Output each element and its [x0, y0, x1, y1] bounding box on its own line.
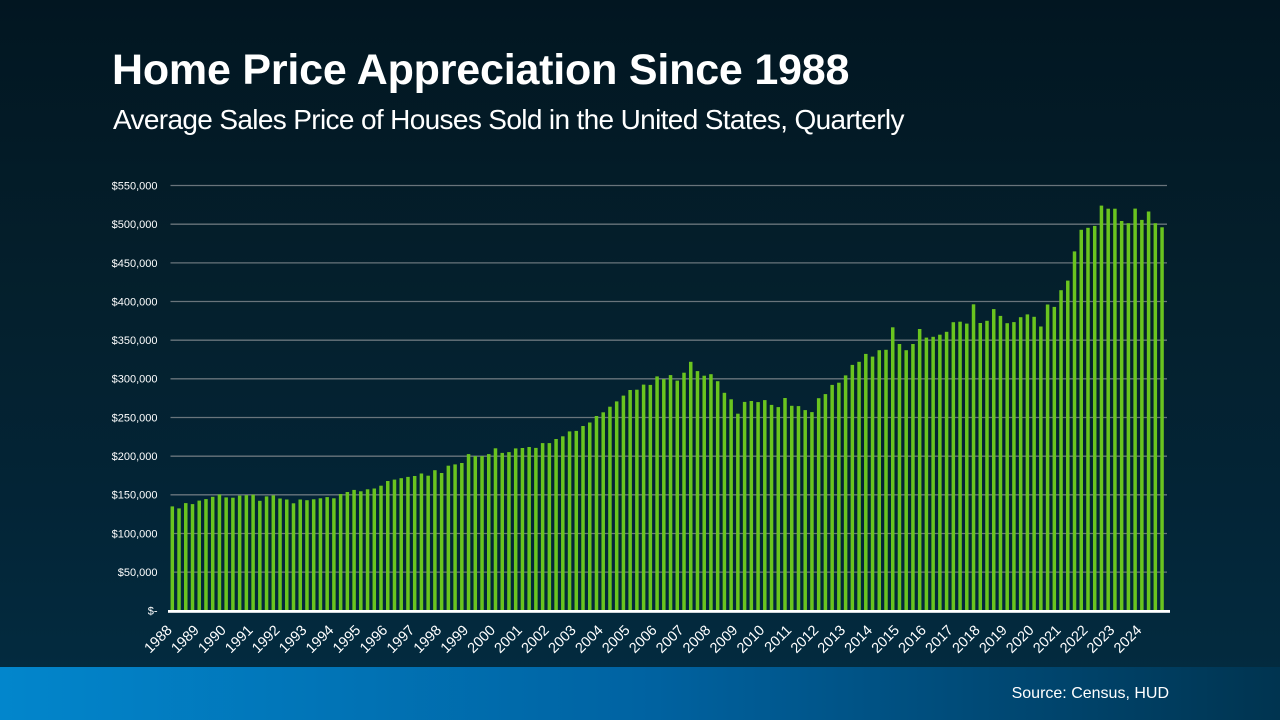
svg-text:$550,000: $550,000	[112, 180, 158, 192]
svg-text:$400,000: $400,000	[112, 296, 158, 308]
svg-text:$-: $-	[148, 606, 158, 618]
svg-text:2008: 2008	[680, 623, 714, 657]
svg-text:2019: 2019	[976, 623, 1010, 657]
svg-text:2006: 2006	[626, 623, 660, 657]
svg-text:2012: 2012	[788, 623, 822, 657]
svg-text:2007: 2007	[653, 623, 687, 657]
svg-text:2005: 2005	[599, 623, 633, 657]
svg-text:$50,000: $50,000	[118, 567, 158, 579]
svg-text:1993: 1993	[276, 623, 310, 657]
svg-text:2013: 2013	[815, 623, 849, 657]
svg-text:2004: 2004	[572, 623, 606, 657]
svg-text:2018: 2018	[950, 623, 984, 657]
svg-text:1989: 1989	[168, 623, 202, 657]
svg-text:$350,000: $350,000	[112, 335, 158, 347]
svg-text:$250,000: $250,000	[112, 412, 158, 424]
svg-text:$150,000: $150,000	[112, 490, 158, 502]
svg-text:2024: 2024	[1111, 623, 1145, 657]
svg-text:2017: 2017	[923, 623, 957, 657]
svg-text:2023: 2023	[1084, 623, 1118, 657]
svg-text:2022: 2022	[1057, 623, 1091, 657]
svg-text:2009: 2009	[707, 623, 741, 657]
svg-text:2010: 2010	[734, 623, 768, 657]
svg-text:$300,000: $300,000	[112, 374, 158, 386]
svg-text:2000: 2000	[465, 623, 499, 657]
svg-text:1999: 1999	[438, 623, 472, 657]
svg-text:1998: 1998	[411, 623, 445, 657]
svg-text:2011: 2011	[762, 623, 795, 656]
svg-text:2021: 2021	[1030, 623, 1064, 657]
svg-text:2002: 2002	[519, 623, 553, 657]
svg-text:1996: 1996	[357, 623, 391, 657]
svg-text:$500,000: $500,000	[112, 219, 158, 231]
svg-text:2015: 2015	[869, 623, 903, 657]
svg-text:1994: 1994	[303, 623, 337, 657]
svg-text:1988: 1988	[142, 623, 176, 657]
svg-text:1995: 1995	[330, 623, 364, 657]
svg-text:1990: 1990	[195, 623, 229, 657]
svg-text:$100,000: $100,000	[112, 528, 158, 540]
svg-text:2020: 2020	[1003, 623, 1037, 657]
svg-text:$200,000: $200,000	[112, 451, 158, 463]
svg-text:$450,000: $450,000	[112, 258, 158, 270]
svg-text:2003: 2003	[546, 623, 580, 657]
svg-text:1991: 1991	[222, 623, 256, 657]
svg-text:1997: 1997	[384, 623, 418, 657]
svg-text:2016: 2016	[896, 623, 930, 657]
svg-text:2001: 2001	[492, 623, 526, 657]
svg-text:1992: 1992	[249, 623, 283, 657]
svg-text:2014: 2014	[842, 623, 876, 657]
